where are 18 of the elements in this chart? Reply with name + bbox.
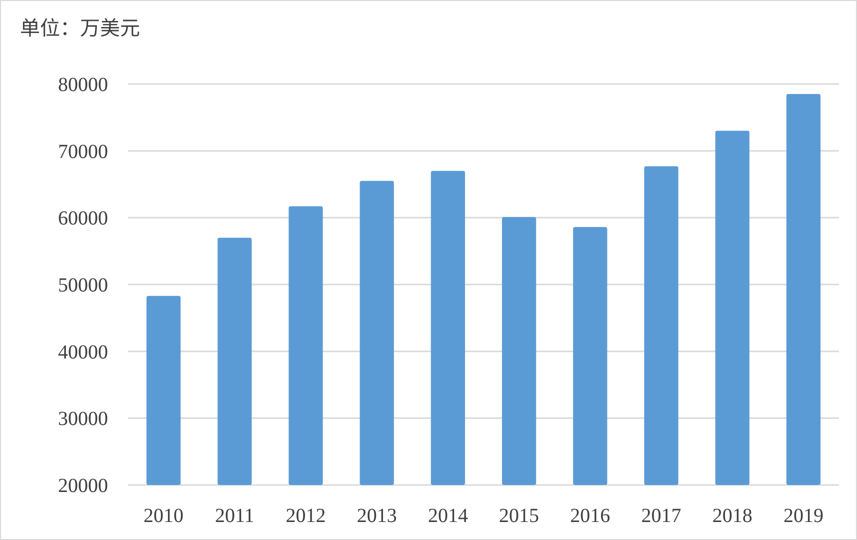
y-tick-label: 40000 [58, 341, 108, 364]
y-tick-label: 80000 [58, 74, 108, 96]
y-tick-label: 30000 [58, 408, 108, 430]
x-tick-label: 2012 [286, 505, 326, 527]
x-tick-label: 2015 [499, 505, 540, 527]
x-tick-label: 2013 [356, 505, 397, 527]
x-tick-label: 2010 [144, 505, 184, 527]
x-tick-label: 2017 [641, 505, 682, 527]
y-tick-label: 50000 [58, 274, 108, 296]
x-tick-label: 2014 [428, 505, 468, 527]
x-tick-label: 2011 [215, 505, 254, 527]
x-tick-label: 2016 [570, 505, 610, 527]
y-tick-label: 70000 [58, 140, 108, 163]
y-axis-title: 单位：万美元 [20, 12, 140, 41]
x-tick-label: 2018 [712, 505, 752, 527]
y-tick-label: 60000 [58, 208, 108, 230]
y-tick-label: 20000 [58, 475, 108, 497]
x-tick-label: 2019 [783, 505, 824, 527]
